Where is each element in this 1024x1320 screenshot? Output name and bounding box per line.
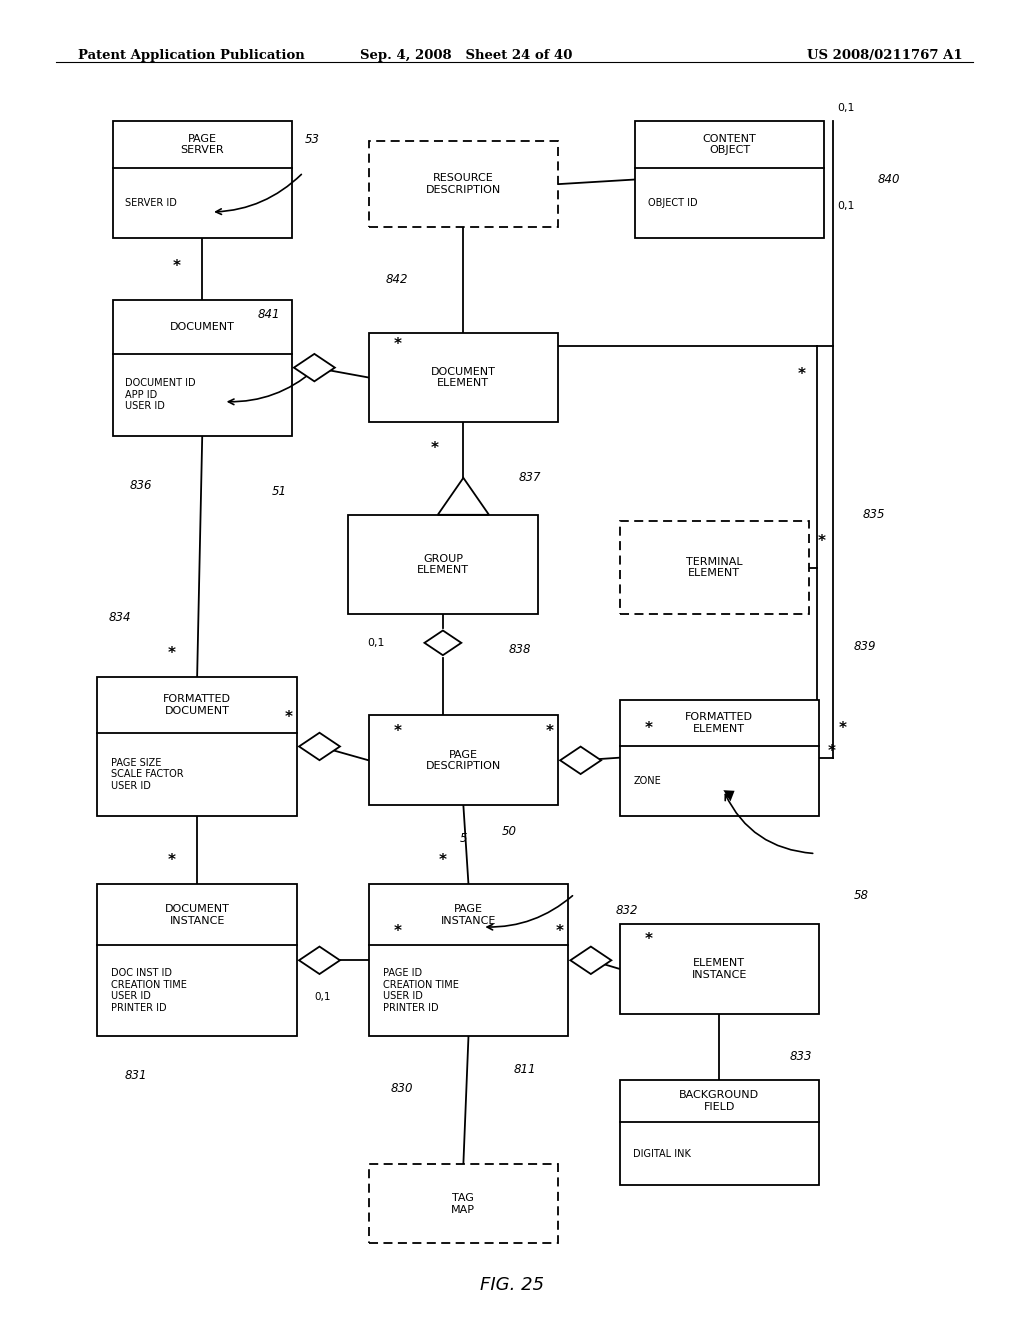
Bar [620,700,819,816]
Text: 58: 58 [854,890,869,903]
Text: *: * [285,710,293,725]
Text: Sep. 4, 2008   Sheet 24 of 40: Sep. 4, 2008 Sheet 24 of 40 [359,49,572,62]
Bar [97,884,297,1036]
Bar [113,121,292,238]
Text: FIG. 25: FIG. 25 [480,1275,544,1294]
Text: DIGITAL INK: DIGITAL INK [634,1148,691,1159]
Bar [620,1080,819,1185]
Text: 5: 5 [460,832,467,845]
Text: DOCUMENT ID
APP ID
USER ID: DOCUMENT ID APP ID USER ID [125,379,196,412]
Text: FORMATTED
DOCUMENT: FORMATTED DOCUMENT [163,694,231,715]
Text: GROUP
ELEMENT: GROUP ELEMENT [417,553,469,576]
Bar [369,333,558,422]
Text: *: * [393,337,401,352]
Text: 833: 833 [791,1049,812,1063]
Text: DOCUMENT
INSTANCE: DOCUMENT INSTANCE [165,904,229,925]
Text: *: * [644,932,652,948]
Bar [369,141,558,227]
Text: PAGE SIZE
SCALE FACTOR
USER ID: PAGE SIZE SCALE FACTOR USER ID [112,758,184,791]
Bar [97,677,297,816]
Text: 0,1: 0,1 [368,638,385,648]
Text: *: * [839,721,847,737]
Bar [620,924,819,1014]
Text: Patent Application Publication: Patent Application Publication [78,49,304,62]
Text: PAGE
DESCRIPTION: PAGE DESCRIPTION [426,750,501,771]
Text: 53: 53 [305,133,319,147]
Text: SERVER ID: SERVER ID [125,198,177,207]
Text: BACKGROUND
FIELD: BACKGROUND FIELD [679,1090,760,1111]
Polygon shape [424,631,461,655]
Text: FORMATTED
ELEMENT: FORMATTED ELEMENT [685,711,754,734]
Text: 839: 839 [854,640,877,653]
Text: TAG
MAP: TAG MAP [452,1193,475,1214]
Bar [369,884,568,1036]
Text: OBJECT ID: OBJECT ID [648,198,697,207]
Bar [113,300,292,436]
Text: US 2008/0211767 A1: US 2008/0211767 A1 [807,49,963,62]
Text: *: * [173,259,180,275]
Text: 834: 834 [110,611,131,624]
Text: 831: 831 [125,1069,146,1082]
Text: PAGE ID
CREATION TIME
USER ID
PRINTER ID: PAGE ID CREATION TIME USER ID PRINTER ID [383,969,459,1012]
Text: 50: 50 [502,825,517,838]
Text: 841: 841 [258,308,280,321]
Text: 811: 811 [514,1063,536,1076]
Text: PAGE
SERVER: PAGE SERVER [180,133,224,156]
Text: PAGE
INSTANCE: PAGE INSTANCE [440,904,497,925]
Bar [620,521,809,614]
Text: RESOURCE
DESCRIPTION: RESOURCE DESCRIPTION [426,173,501,195]
Text: 837: 837 [519,471,541,484]
Bar [369,1164,558,1243]
Text: *: * [168,853,175,869]
Text: 0,1: 0,1 [838,103,855,114]
Text: 842: 842 [386,273,408,286]
Text: *: * [168,645,175,661]
Text: *: * [393,924,401,939]
Text: CONTENT
OBJECT: CONTENT OBJECT [702,133,757,156]
Text: 835: 835 [862,508,885,521]
Text: *: * [556,924,564,939]
Bar [635,121,824,238]
Text: 830: 830 [391,1082,413,1096]
Polygon shape [438,478,489,515]
Text: *: * [439,853,446,869]
Text: DOCUMENT: DOCUMENT [170,322,234,331]
Text: 836: 836 [130,479,152,492]
Text: 51: 51 [271,484,287,498]
Bar [369,715,558,805]
Polygon shape [723,791,734,801]
Text: DOC INST ID
CREATION TIME
USER ID
PRINTER ID: DOC INST ID CREATION TIME USER ID PRINTE… [112,969,187,1012]
Polygon shape [570,946,611,974]
Text: *: * [393,723,401,739]
Text: 0,1: 0,1 [314,993,331,1002]
Polygon shape [299,946,340,974]
Text: TERMINAL
ELEMENT: TERMINAL ELEMENT [686,557,742,578]
Text: *: * [546,723,554,739]
Bar [348,515,538,614]
Polygon shape [294,354,335,381]
Text: ZONE: ZONE [634,776,662,785]
Text: DOCUMENT
ELEMENT: DOCUMENT ELEMENT [431,367,496,388]
Polygon shape [560,747,601,774]
Text: *: * [827,743,836,759]
Text: *: * [817,533,825,549]
Text: 838: 838 [509,643,530,656]
Text: 0,1: 0,1 [838,201,855,211]
Text: 840: 840 [878,173,900,186]
Text: ELEMENT
INSTANCE: ELEMENT INSTANCE [691,958,748,979]
Text: *: * [644,721,652,737]
Text: *: * [798,367,806,383]
Polygon shape [299,733,340,760]
Text: 832: 832 [615,904,638,916]
Text: *: * [431,441,438,457]
